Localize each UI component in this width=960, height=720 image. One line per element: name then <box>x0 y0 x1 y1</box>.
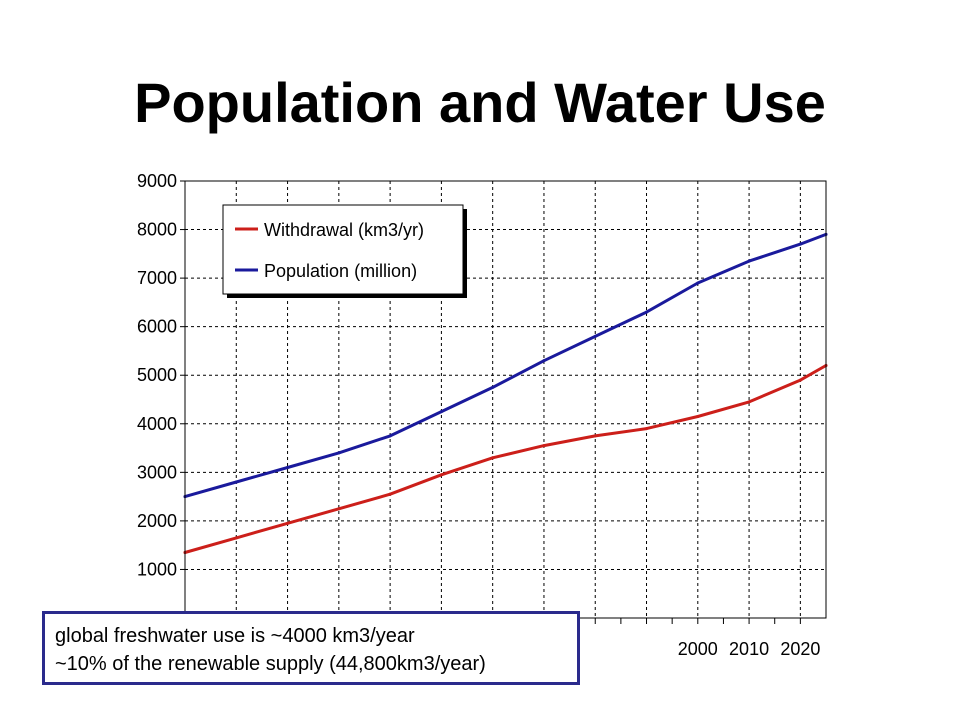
data-point-population <box>593 334 597 338</box>
data-point-population <box>234 480 238 484</box>
y-tick-label: 7000 <box>137 268 177 288</box>
y-tick-label: 3000 <box>137 462 177 482</box>
series-layer <box>183 232 828 554</box>
callout-line-2: ~10% of the renewable supply (44,800km3/… <box>55 653 486 675</box>
y-tick-label: 8000 <box>137 220 177 240</box>
legend-label-population: Population (million) <box>264 261 417 281</box>
x-axis-ticks: 2000 2010 2020 <box>210 618 820 659</box>
y-tick-label: 5000 <box>137 365 177 385</box>
callout-line-1: global freshwater use is ~4000 km3/year <box>55 625 415 647</box>
data-point-population <box>747 259 751 263</box>
series-line-withdrawal <box>183 364 828 554</box>
data-point-withdrawal <box>542 444 546 448</box>
data-point-withdrawal <box>593 434 597 438</box>
x-tick-label: 2020 <box>780 639 820 659</box>
data-point-population <box>645 310 649 314</box>
data-point-population <box>798 242 802 246</box>
data-point-population <box>286 465 290 469</box>
data-point-population <box>491 385 495 389</box>
callout-box: global freshwater use is ~4000 km3/year … <box>42 611 580 685</box>
data-point-population <box>696 281 700 285</box>
y-tick-label: 6000 <box>137 317 177 337</box>
x-tick-label: 2010 <box>729 639 769 659</box>
data-point-withdrawal <box>798 378 802 382</box>
data-point-population <box>542 359 546 363</box>
data-point-withdrawal <box>747 400 751 404</box>
data-point-withdrawal <box>234 536 238 540</box>
data-point-population <box>337 451 341 455</box>
data-point-withdrawal <box>696 414 700 418</box>
y-axis-ticks: 1000 2000 3000 4000 5000 6000 7000 8000 9000 <box>137 171 185 619</box>
slide-title: Population and Water Use <box>134 71 826 134</box>
y-tick-label: 2000 <box>137 511 177 531</box>
data-point-withdrawal <box>491 456 495 460</box>
data-point-withdrawal <box>337 507 341 511</box>
data-point-population <box>439 410 443 414</box>
data-point-withdrawal <box>388 492 392 496</box>
y-tick-label: 9000 <box>137 171 177 191</box>
data-point-withdrawal <box>439 473 443 477</box>
series-line-population <box>183 232 828 499</box>
legend-label-withdrawal: Withdrawal (km3/yr) <box>264 220 424 240</box>
y-tick-label: 1000 <box>137 559 177 579</box>
x-tick-label: 2000 <box>678 639 718 659</box>
data-point-withdrawal <box>286 521 290 525</box>
data-point-withdrawal <box>645 427 649 431</box>
y-tick-label: 4000 <box>137 414 177 434</box>
data-point-population <box>388 434 392 438</box>
legend: Withdrawal (km3/yr) Population (million) <box>222 204 467 298</box>
legend-box <box>222 204 464 295</box>
